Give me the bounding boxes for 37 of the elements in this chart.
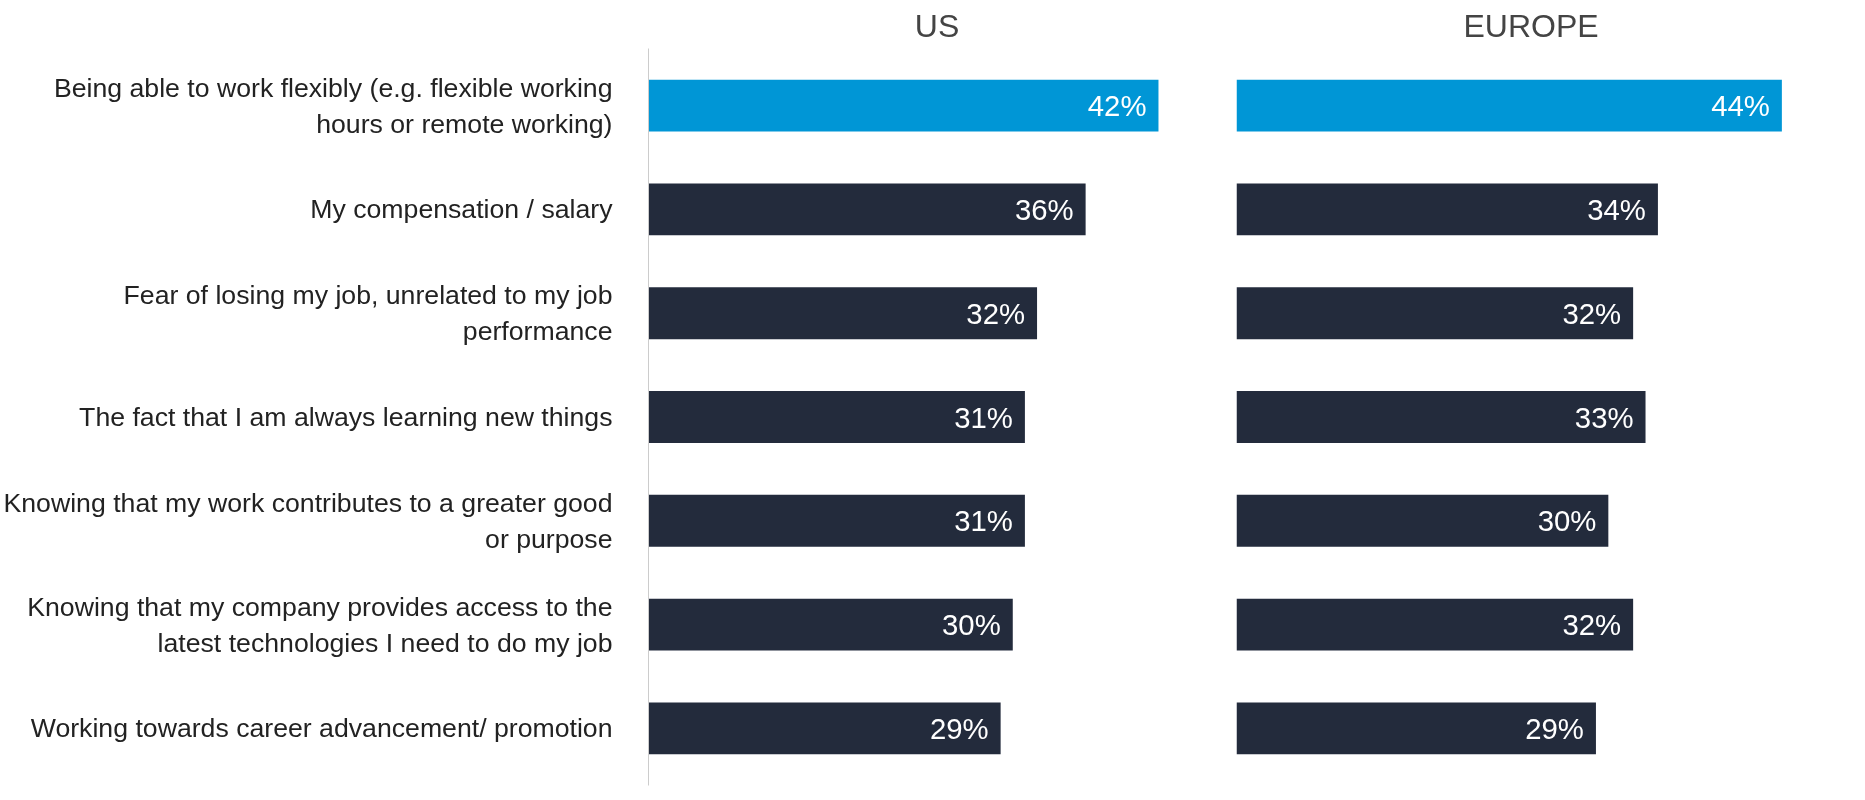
bar	[1236, 702, 1596, 755]
data-label: 31%	[954, 504, 1013, 538]
data-label: 29%	[929, 711, 989, 745]
data-label: 32%	[1562, 296, 1622, 330]
y-tick-label: Working towards career advancement/ promotion	[30, 713, 613, 744]
y-tick-label: Knowing that my company provides access to the latest technologies I need to do my job	[27, 591, 613, 658]
data-label: 32%	[1562, 608, 1622, 642]
bar	[1236, 598, 1634, 651]
bar	[1236, 287, 1634, 340]
y-tick-label: Being able to work flexibly (e.g. flexible working hours or remote working)	[53, 72, 613, 139]
chart-title: EUROPE	[1463, 7, 1599, 44]
bar	[1236, 183, 1658, 236]
data-label: 36%	[1014, 192, 1074, 226]
bar	[648, 79, 1159, 132]
bar	[648, 494, 1025, 547]
bar	[648, 183, 1086, 236]
y-tick-label: Fear of losing my job, unrelated to my job performance	[123, 280, 613, 347]
bar	[648, 702, 1001, 755]
data-label: 34%	[1587, 192, 1646, 226]
data-label: 32%	[966, 296, 1026, 330]
bar	[648, 287, 1038, 340]
data-label: 42%	[1087, 89, 1147, 123]
data-label: 44%	[1711, 89, 1770, 123]
chart-title: US	[914, 7, 960, 44]
bar	[1236, 494, 1609, 547]
bar	[648, 391, 1025, 443]
bar	[648, 598, 1013, 651]
bar	[1236, 391, 1646, 443]
y-tick-label: The fact that I am always learning new things	[79, 402, 613, 432]
data-label: 30%	[1537, 504, 1597, 538]
y-tick-label: Knowing that my work contributes to a greater good or purpose	[3, 487, 613, 554]
bar	[1236, 79, 1782, 132]
data-label: 30%	[942, 608, 1001, 642]
data-label: 31%	[954, 400, 1013, 434]
data-label: 29%	[1525, 711, 1584, 745]
y-tick-label: My compensation / salary	[310, 194, 614, 225]
data-label: 33%	[1574, 400, 1634, 434]
